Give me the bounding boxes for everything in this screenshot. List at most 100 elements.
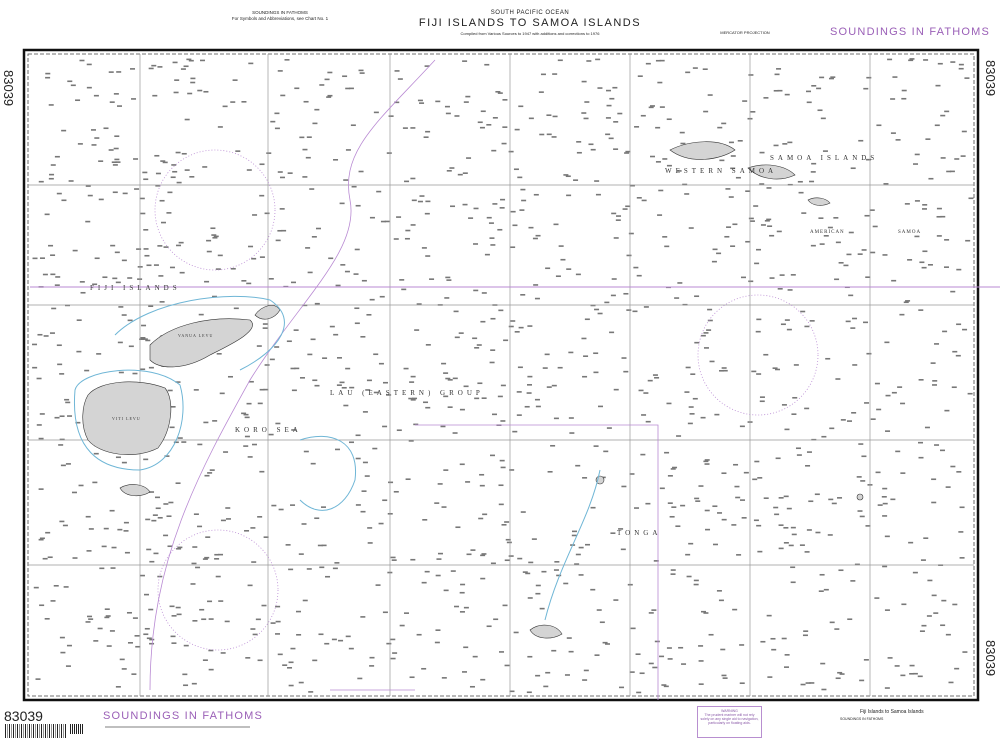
sounding-mark: [218, 553, 224, 556]
sounding-mark: [307, 271, 313, 274]
sounding-mark: [858, 443, 864, 445]
sounding-mark: [128, 345, 134, 348]
sounding-mark: [503, 339, 509, 342]
sounding-mark: [613, 237, 619, 239]
sounding-mark: [850, 580, 856, 582]
sounding-mark: [781, 637, 787, 640]
sounding-mark: [535, 584, 541, 587]
sounding-mark: [760, 640, 766, 643]
sounding-mark: [314, 517, 320, 520]
sounding-mark: [486, 216, 492, 219]
sounding-mark: [914, 153, 920, 156]
sounding-mark: [393, 490, 399, 493]
sounding-mark: [75, 421, 81, 424]
sounding-mark: [689, 413, 695, 415]
sounding-mark: [787, 141, 793, 144]
sounding-mark: [604, 301, 610, 304]
sounding-mark: [263, 536, 269, 538]
sounding-mark: [745, 190, 751, 192]
sounding-mark: [783, 526, 789, 529]
sounding-mark: [864, 214, 870, 217]
sounding-mark: [318, 633, 324, 636]
sounding-mark: [818, 217, 824, 219]
sounding-mark: [731, 524, 737, 526]
sounding-mark: [248, 245, 254, 248]
sounding-mark: [914, 200, 920, 202]
sounding-mark: [327, 71, 333, 74]
warning-box: WARNING The prudent mariner will not rel…: [697, 706, 762, 738]
sounding-mark: [482, 513, 488, 516]
sounding-mark: [769, 277, 775, 279]
sounding-mark: [612, 86, 618, 89]
sounding-mark: [134, 188, 140, 190]
sounding-mark: [803, 630, 809, 632]
sounding-mark: [309, 188, 315, 190]
sounding-mark: [740, 499, 746, 501]
sounding-mark: [468, 217, 474, 219]
sounding-mark: [685, 366, 691, 369]
sounding-mark: [958, 67, 964, 70]
sounding-mark: [124, 551, 130, 554]
sounding-mark: [558, 245, 564, 247]
sounding-mark: [186, 58, 192, 61]
sounding-mark: [950, 465, 956, 468]
sounding-mark: [882, 515, 888, 517]
sounding-mark: [422, 519, 428, 521]
sounding-mark: [244, 435, 250, 438]
sounding-mark: [348, 647, 354, 650]
sounding-mark: [72, 249, 78, 252]
sounding-mark: [538, 91, 544, 93]
sounding-mark: [410, 558, 416, 561]
sounding-mark: [85, 621, 91, 623]
sounding-mark: [243, 413, 249, 416]
sounding-mark: [32, 257, 38, 260]
sounding-mark: [244, 529, 250, 532]
soundings-note: SOUNDINGS IN FATHOMS For Symbols and Abb…: [210, 10, 350, 22]
sounding-mark: [251, 443, 257, 446]
sounding-mark: [324, 78, 330, 81]
sounding-mark: [695, 500, 701, 502]
sounding-mark: [533, 284, 539, 286]
sounding-mark: [594, 308, 600, 311]
sounding-mark: [193, 389, 199, 391]
sounding-mark: [821, 435, 827, 438]
sounding-mark: [386, 152, 392, 154]
sounding-mark: [578, 546, 584, 549]
sounding-mark: [569, 432, 575, 434]
sounding-mark: [88, 618, 94, 620]
sounding-mark: [331, 638, 337, 641]
label-american: AMERICAN: [810, 230, 845, 235]
sounding-mark: [251, 257, 257, 260]
sounding-mark: [172, 170, 178, 173]
sounding-mark: [918, 456, 924, 459]
sounding-mark: [932, 380, 938, 382]
sounding-mark: [375, 584, 381, 586]
sounding-mark: [848, 231, 854, 234]
sounding-mark: [235, 150, 241, 152]
sounding-mark: [666, 164, 672, 167]
sounding-mark: [326, 96, 332, 98]
sounding-mark: [659, 59, 665, 62]
sounding-mark: [630, 627, 636, 630]
sounding-mark: [215, 575, 221, 578]
sounding-mark: [275, 239, 281, 242]
sounding-mark: [552, 73, 558, 75]
sounding-mark: [157, 516, 163, 519]
sounding-mark: [359, 72, 365, 74]
sounding-mark: [596, 609, 602, 611]
sounding-mark: [698, 660, 704, 662]
sounding-mark: [774, 513, 780, 516]
label-western-samoa: WESTERN SAMOA: [665, 167, 777, 175]
sounding-mark: [262, 327, 268, 329]
sounding-mark: [751, 370, 757, 373]
sounding-mark: [348, 87, 354, 90]
sounding-mark: [429, 278, 435, 280]
sounding-mark: [434, 641, 440, 644]
sounding-mark: [810, 244, 816, 247]
sounding-mark: [384, 220, 390, 223]
sounding-mark: [504, 664, 510, 667]
sounding-mark: [290, 647, 296, 650]
sounding-mark: [610, 532, 616, 534]
sounding-mark: [884, 609, 890, 611]
